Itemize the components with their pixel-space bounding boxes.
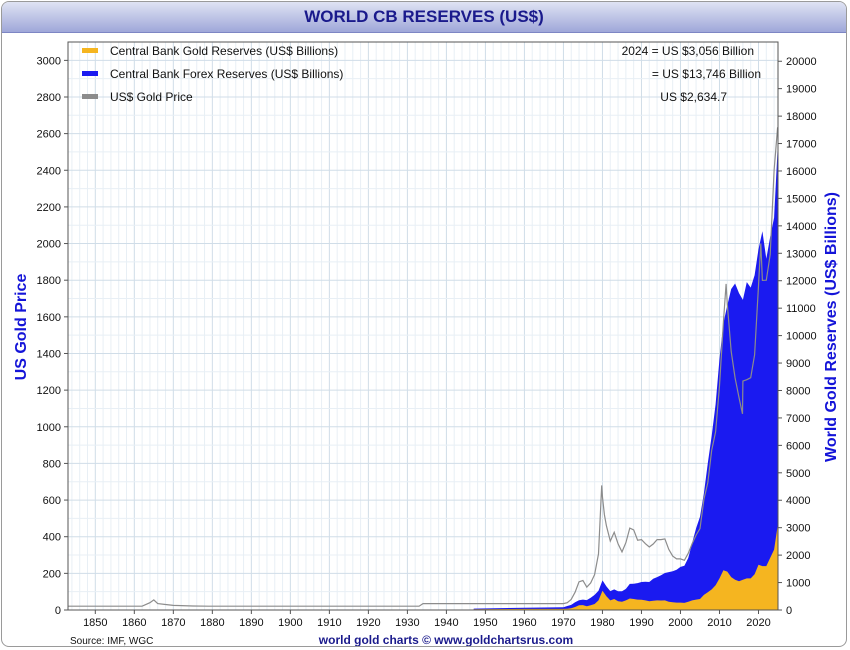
legend-value-forex: = US $13,746 Billion: [652, 67, 761, 81]
y-tick-label-left: 2200: [37, 202, 61, 214]
y-tick-label-left: 200: [43, 568, 61, 580]
legend-swatch-price: [82, 94, 98, 99]
y-tick-label-left: 2000: [37, 239, 61, 251]
y-tick-label-right: 7000: [786, 413, 810, 425]
legend: Central Bank Gold Reserves (US$ Billions…: [82, 44, 761, 104]
y-tick-label-right: 8000: [786, 385, 810, 397]
x-tick-label: 1870: [161, 617, 185, 629]
plot-border: [67, 41, 779, 611]
y-tick-label-right: 6000: [786, 440, 810, 452]
y-tick-label-right: 1000: [786, 578, 810, 590]
y-tick-label-right: 10000: [786, 331, 817, 343]
credit-note: world gold charts © www.goldchartsrus.co…: [318, 633, 573, 647]
x-tick-label: 1970: [551, 617, 575, 629]
y-tick-label-right: 13000: [786, 248, 817, 260]
area-gold-reserves: [473, 526, 778, 610]
y-tick-label-right: 12000: [786, 276, 817, 288]
x-tick-label: 1910: [317, 617, 341, 629]
x-axis: 1850 1860 1870 1880 1890 1900 1910 1920 1930 1940…: [83, 610, 771, 629]
x-tick-label: 2010: [707, 617, 731, 629]
y-tick-label-left: 1200: [37, 385, 61, 397]
chart-title: WORLD CB RESERVES (US$): [304, 7, 544, 26]
y-tick-label-left: 2800: [37, 92, 61, 104]
legend-value-price: US $2,634.7: [660, 90, 727, 104]
x-tick-label: 1980: [590, 617, 614, 629]
y-axis-left: 0 200 400 600 800 1000 1200 1400 1600 1800 2000 220…: [37, 55, 68, 617]
y-tick-label-left: 2600: [37, 129, 61, 141]
y-axis-right: 0 1000 2000 3000 4000 5000 6000 7000 8000 9000 100…: [778, 56, 817, 617]
source-note: Source: IMF, WGC: [70, 636, 153, 647]
y-axis-label-left: US Gold Price: [13, 274, 30, 381]
y-tick-label-left: 1400: [37, 348, 61, 360]
title-bar: WORLD CB RESERVES (US$): [2, 2, 846, 33]
x-tick-label: 1930: [395, 617, 419, 629]
legend-value-gold: 2024 = US $3,056 Billion: [622, 44, 754, 58]
y-tick-label-right: 0: [786, 605, 792, 617]
y-tick-label-left: 2400: [37, 165, 61, 177]
x-tick-label: 1860: [122, 617, 146, 629]
y-tick-label-right: 3000: [786, 523, 810, 535]
areas: [473, 149, 778, 610]
grid: [68, 41, 778, 611]
x-tick-label: 1850: [83, 617, 107, 629]
y-tick-label-right: 4000: [786, 495, 810, 507]
x-tick-label: 2020: [746, 617, 770, 629]
y-tick-label-right: 15000: [786, 193, 817, 205]
y-tick-label-left: 0: [55, 605, 61, 617]
lines: [68, 127, 779, 607]
y-tick-label-right: 16000: [786, 166, 817, 178]
y-tick-label-left: 3000: [37, 55, 61, 67]
y-tick-label-right: 20000: [786, 56, 817, 68]
y-tick-label-left: 600: [43, 495, 61, 507]
legend-swatch-gold: [82, 48, 98, 53]
x-tick-label: 1920: [356, 617, 380, 629]
y-tick-label-right: 14000: [786, 221, 817, 233]
y-tick-label-right: 11000: [786, 303, 816, 315]
line-gold-price: [68, 127, 779, 607]
area-forex-reserves: [473, 149, 778, 610]
x-tick-label: 1900: [278, 617, 302, 629]
y-tick-label-left: 800: [43, 458, 61, 470]
x-tick-label: 1950: [473, 617, 497, 629]
y-tick-label-left: 400: [43, 532, 61, 544]
x-tick-label: 2000: [668, 617, 692, 629]
y-tick-label-right: 9000: [786, 358, 810, 370]
y-tick-label-left: 1600: [37, 312, 61, 324]
y-tick-label-right: 2000: [786, 550, 810, 562]
x-tick-label: 1940: [434, 617, 458, 629]
y-tick-label-left: 1000: [37, 422, 61, 434]
x-tick-label: 1880: [200, 617, 224, 629]
y-tick-label-right: 18000: [786, 111, 817, 123]
x-tick-label: 1990: [629, 617, 653, 629]
x-tick-label: 1890: [239, 617, 263, 629]
y-tick-label-right: 5000: [786, 468, 810, 480]
legend-label-gold: Central Bank Gold Reserves (US$ Billions…: [110, 44, 338, 58]
y-tick-label-left: 1800: [37, 275, 61, 287]
legend-label-price: US$ Gold Price: [110, 90, 193, 104]
legend-swatch-forex: [82, 71, 98, 76]
legend-label-forex: Central Bank Forex Reserves (US$ Billion…: [110, 67, 343, 81]
y-tick-label-right: 17000: [786, 139, 817, 151]
y-axis-label-right: World Gold Reserves (US$ Billions): [823, 192, 840, 462]
x-tick-label: 1960: [512, 617, 536, 629]
y-tick-label-right: 19000: [786, 84, 817, 96]
